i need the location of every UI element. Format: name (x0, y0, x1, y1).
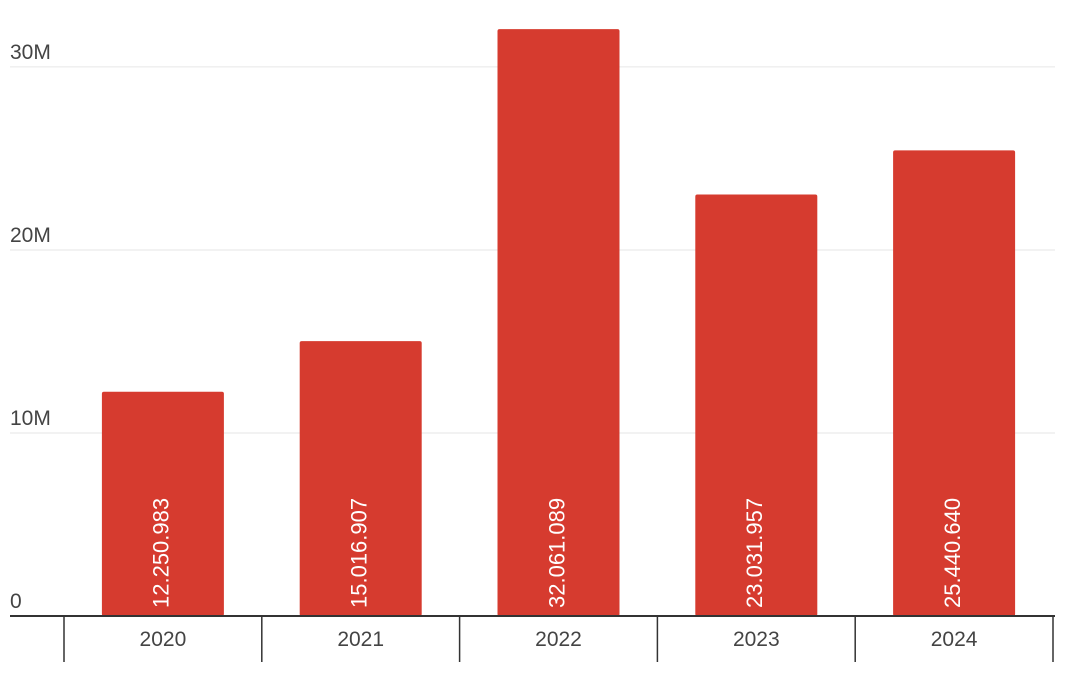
x-tick-label: 2024 (931, 628, 978, 651)
value-label: 25.440.640 (940, 498, 965, 608)
bar (893, 150, 1016, 616)
x-tick-label: 2020 (140, 628, 187, 651)
bar (695, 194, 818, 617)
bar (101, 391, 224, 616)
y-tick-label: 10M (10, 407, 51, 430)
bar (299, 341, 422, 616)
value-label: 23.031.957 (742, 498, 767, 608)
y-tick-label: 30M (10, 41, 51, 64)
x-tick-label: 2022 (535, 628, 582, 651)
y-tick-label: 20M (10, 224, 51, 247)
y-tick-label: 0 (10, 590, 22, 613)
value-label: 15.016.907 (347, 498, 372, 608)
value-label: 12.250.983 (149, 498, 174, 608)
x-tick-label: 2021 (337, 628, 384, 651)
value-label: 32.061.089 (544, 498, 569, 608)
x-tick-label: 2023 (733, 628, 780, 651)
bar (497, 29, 620, 616)
